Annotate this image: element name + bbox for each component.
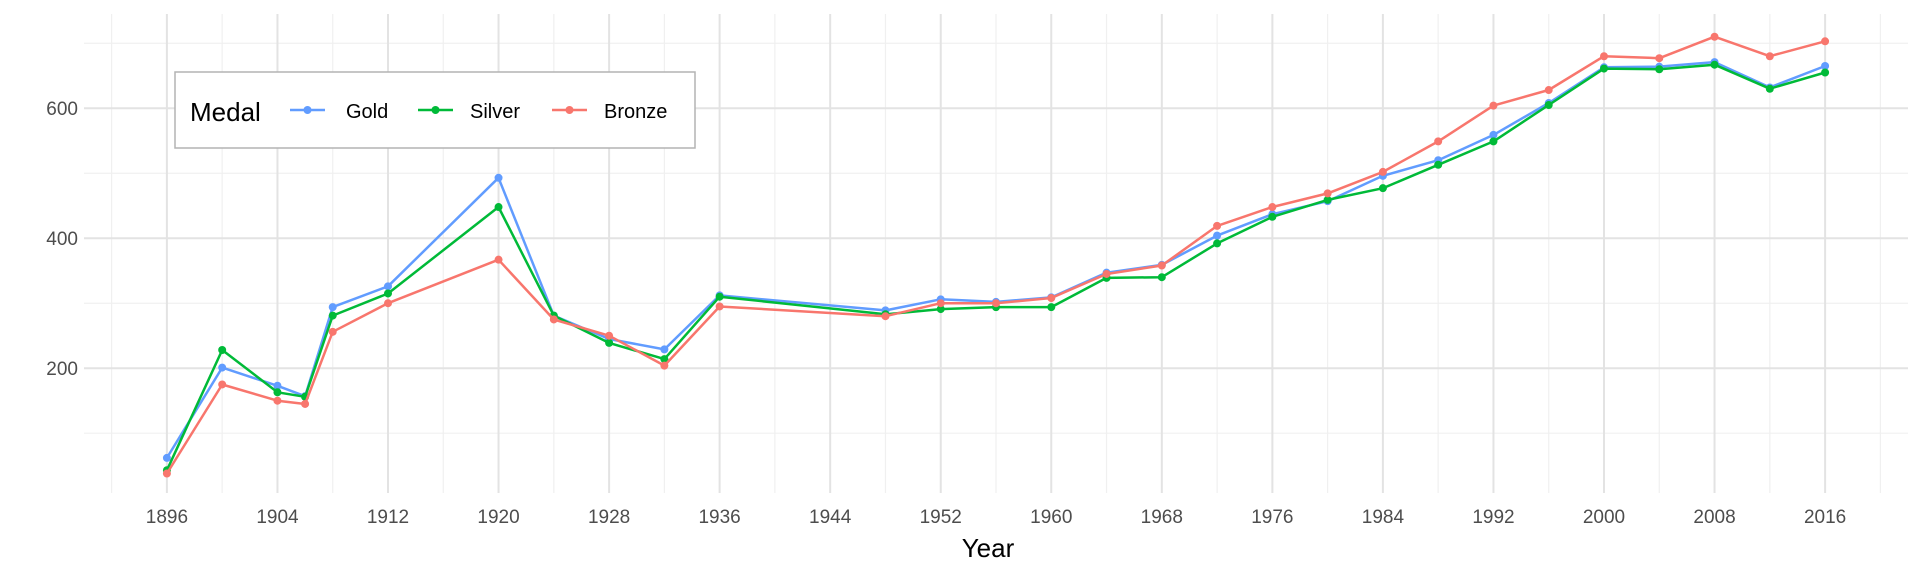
- silver-point-1968: [1157, 273, 1166, 282]
- x-tick-label-1928: 1928: [588, 507, 630, 528]
- silver-point-1952: [936, 305, 945, 314]
- bronze-point-1924: [549, 315, 558, 324]
- x-axis-ticks: 1896 1904 1912 1920 1928 1936 1944 1952 1960 1968…: [146, 507, 1846, 528]
- x-tick-label-1896: 1896: [146, 507, 188, 528]
- gold-point-2016: [1821, 61, 1830, 70]
- bronze-point-1960: [1047, 294, 1056, 303]
- gold-point-1904: [273, 381, 282, 390]
- silver-point-1920: [494, 203, 503, 212]
- silver-point-1972: [1213, 239, 1222, 248]
- silver-point-1996: [1544, 100, 1553, 109]
- bronze-point-1912: [384, 299, 392, 308]
- series-bronze: [162, 32, 1830, 478]
- silver-point-2004: [1655, 65, 1664, 74]
- bronze-point-2000: [1600, 52, 1608, 61]
- x-tick-label-1960: 1960: [1030, 507, 1072, 528]
- gold-point-1972: [1213, 231, 1222, 240]
- legend-key-gold-dot: [303, 106, 312, 114]
- y-tick-label-600: 600: [46, 99, 78, 120]
- x-tick-label-1968: 1968: [1141, 507, 1183, 528]
- bronze-point-1920: [494, 255, 503, 264]
- silver-point-1988: [1434, 160, 1443, 169]
- bronze-point-2016: [1821, 37, 1830, 46]
- x-tick-label-2000: 2000: [1583, 507, 1625, 528]
- x-tick-label-1920: 1920: [477, 507, 519, 528]
- legend-key-silver-dot: [431, 106, 440, 114]
- legend-item-bronze: Bronze: [552, 101, 667, 123]
- bronze-point-2004: [1655, 54, 1664, 63]
- bronze-point-1996: [1544, 86, 1553, 95]
- y-axis-ticks: 200 400 600: [46, 99, 78, 380]
- silver-point-1900: [218, 346, 227, 355]
- legend-item-gold: Gold: [290, 101, 388, 123]
- bronze-point-1932: [660, 361, 669, 370]
- bronze-point-1904: [273, 396, 282, 405]
- silver-point-1932: [660, 355, 669, 364]
- bronze-point-2008: [1710, 32, 1719, 41]
- gold-point-1932: [660, 345, 669, 354]
- y-tick-label-200: 200: [46, 359, 78, 380]
- bronze-point-1976: [1268, 203, 1277, 212]
- x-tick-label-1952: 1952: [920, 507, 962, 528]
- bronze-point-1908: [328, 327, 337, 336]
- bronze-point-1988: [1434, 137, 1443, 146]
- bronze-point-1980: [1323, 189, 1332, 198]
- gold-point-1992: [1489, 130, 1498, 139]
- bronze-point-2012: [1765, 52, 1774, 61]
- bronze-point-1972: [1213, 221, 1222, 230]
- bronze-point-1900: [218, 380, 227, 389]
- silver-point-2000: [1600, 64, 1608, 73]
- silver-point-1980: [1323, 195, 1332, 204]
- gold-point-1908: [328, 303, 337, 312]
- bronze-point-1984: [1378, 167, 1387, 176]
- bronze-point-1992: [1489, 101, 1498, 110]
- legend-item-silver: Silver: [418, 101, 520, 123]
- gold-point-1896: [162, 453, 171, 462]
- silver-point-1992: [1489, 137, 1498, 146]
- x-tick-label-1992: 1992: [1472, 507, 1514, 528]
- bronze-point-1964: [1102, 269, 1111, 278]
- silver-point-1908: [328, 311, 337, 320]
- bronze-point-1896: [162, 469, 171, 478]
- bronze-point-1948: [881, 312, 890, 321]
- x-tick-label-1984: 1984: [1362, 507, 1405, 528]
- legend-title: Medal: [190, 97, 261, 127]
- x-tick-label-2016: 2016: [1804, 507, 1846, 528]
- bronze-point-1968: [1157, 261, 1166, 270]
- silver-point-2008: [1710, 60, 1719, 69]
- x-tick-label-1936: 1936: [698, 507, 740, 528]
- x-tick-label-1944: 1944: [809, 507, 852, 528]
- silver-point-1912: [384, 289, 392, 298]
- x-tick-label-2008: 2008: [1693, 507, 1735, 528]
- gold-point-1920: [494, 173, 503, 182]
- x-tick-label-1912: 1912: [367, 507, 409, 528]
- legend-label-silver: Silver: [470, 101, 520, 123]
- silver-point-1984: [1378, 184, 1387, 193]
- silver-point-1960: [1047, 303, 1056, 312]
- bronze-point-1936: [715, 302, 724, 311]
- bronze-point-1952: [936, 299, 945, 308]
- legend-label-gold: Gold: [346, 101, 388, 123]
- silver-point-1976: [1268, 212, 1277, 221]
- x-tick-label-1976: 1976: [1251, 507, 1293, 528]
- x-axis-title: Year: [962, 533, 1015, 563]
- legend: Medal Gold Silver Bronze: [174, 71, 696, 149]
- series-lines: [162, 32, 1830, 478]
- bronze-point-1956: [992, 299, 1000, 308]
- gold-point-1912: [384, 282, 392, 291]
- silver-point-1928: [605, 338, 614, 347]
- bronze-point-1906: [301, 399, 310, 408]
- x-tick-label-1904: 1904: [256, 507, 299, 528]
- silver-point-1936: [715, 292, 724, 301]
- silver-point-1904: [273, 388, 282, 397]
- legend-label-bronze: Bronze: [604, 101, 667, 123]
- bronze-point-1928: [605, 331, 614, 340]
- legend-key-bronze-dot: [565, 106, 574, 114]
- silver-point-2012: [1765, 84, 1774, 93]
- gold-point-1900: [218, 363, 227, 372]
- silver-point-2016: [1821, 68, 1830, 77]
- y-tick-label-400: 400: [46, 229, 78, 250]
